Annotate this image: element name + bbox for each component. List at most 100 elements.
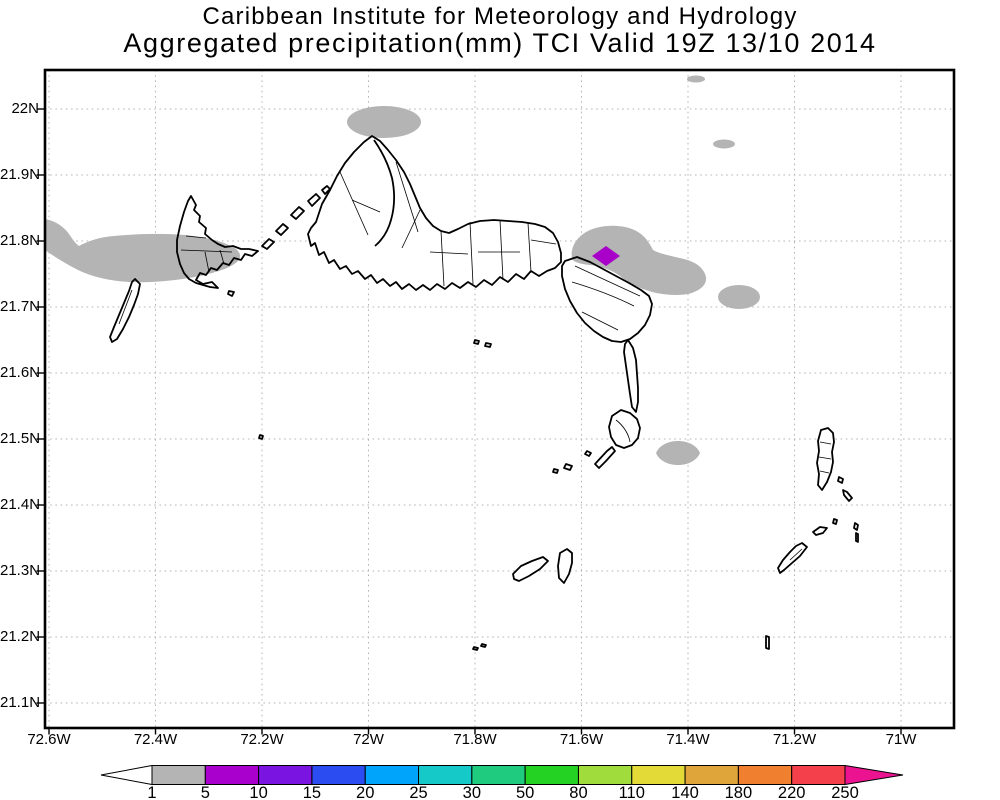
interior-boundary-line — [819, 470, 830, 474]
island-fill — [262, 239, 274, 249]
colorbar-tick-label: 110 — [618, 784, 645, 800]
interior-boundary-line — [118, 289, 133, 325]
interior-boundary-line — [819, 441, 832, 445]
island-coastline — [176, 195, 259, 289]
colorbar — [100, 764, 904, 786]
colorbar-segment — [471, 765, 526, 785]
lon-axis-label: 71.6W — [559, 731, 604, 748]
interior-boundary-line — [581, 311, 619, 331]
colorbar-overflow-arrow — [844, 764, 904, 786]
colorbar-tick-label: 50 — [515, 784, 535, 800]
lat-axis-label: 21.3N — [0, 562, 41, 579]
island-coastline — [816, 427, 835, 491]
colorbar-tick-label: 30 — [462, 784, 482, 800]
colorbar-tick-label: 220 — [777, 784, 806, 800]
colorbar-tick-label: 20 — [356, 784, 375, 800]
island-coastline — [842, 489, 853, 502]
interior-boundary-line — [339, 171, 369, 236]
precip-area-north — [347, 106, 421, 138]
latlon-gridlines — [45, 70, 954, 728]
lat-axis-label: 21.9N — [0, 166, 41, 183]
colorbar-tick-label: 140 — [671, 784, 699, 800]
lat-axis-label: 21.4N — [0, 496, 41, 513]
island-fill — [308, 136, 561, 290]
precip-shading-areas — [45, 75, 760, 465]
colorbar-tick-label: 80 — [569, 784, 588, 800]
lon-axis-label: 71.8W — [453, 731, 497, 748]
island-coastline — [853, 522, 859, 531]
coastlines — [109, 135, 859, 651]
island-coastline — [594, 446, 616, 469]
island-fills — [110, 136, 858, 650]
lon-axis-label: 72.6W — [27, 731, 71, 748]
colorbar-segment — [631, 765, 686, 785]
colorbar-segment — [258, 765, 313, 785]
interior-boundary-line — [571, 281, 635, 307]
interior-boundary-line — [351, 199, 381, 213]
interior-boundary-line — [789, 548, 803, 561]
island-coastline — [512, 556, 549, 582]
precip-area-east-small — [718, 285, 760, 309]
lon-axis-label: 71.4W — [666, 731, 710, 748]
island-coastline — [608, 409, 641, 449]
colorbar-tick-label: 15 — [302, 784, 322, 800]
island-coastline — [812, 526, 828, 536]
island-coastline — [275, 223, 289, 236]
lat-axis-label: 21.6N — [0, 364, 41, 381]
interior-boundary-line — [818, 456, 832, 460]
island-coastline — [261, 238, 275, 250]
island-fill — [595, 447, 615, 468]
island-coastline — [552, 468, 559, 474]
lon-axis-label: 71.2W — [772, 731, 817, 748]
island-coastline — [480, 643, 487, 648]
interior-boundary-line — [469, 221, 474, 285]
lat-axis-label: 21.7N — [0, 298, 41, 315]
island-fill — [308, 194, 320, 206]
page-title: Caribbean Institute for Meteorology and … — [202, 3, 798, 30]
interior-boundary-line — [574, 265, 641, 297]
island-fill — [624, 340, 638, 412]
island-coastline — [777, 542, 808, 574]
island-coastline — [765, 635, 770, 650]
precip-area-top-speck — [687, 75, 705, 83]
island-fill — [513, 557, 548, 581]
island-coastline — [484, 342, 492, 348]
precip-marker-diamond — [592, 246, 620, 266]
lat-axis-label: 22N — [11, 100, 39, 117]
island-fill — [843, 490, 852, 501]
island-coastline — [290, 206, 305, 220]
precip-area-west-band — [45, 219, 241, 283]
lon-axis-label: 72.4W — [133, 731, 178, 748]
colorbar-tick-label: 10 — [249, 784, 268, 800]
lat-axis-label: 21.1N — [0, 694, 41, 711]
interior-boundary-line — [185, 235, 207, 239]
colorbar-tick-label: 5 — [200, 784, 210, 800]
interior-boundary-line — [440, 230, 445, 287]
colorbar-segment — [737, 765, 793, 785]
interior-boundary-line — [401, 209, 421, 249]
island-coastline — [307, 193, 321, 207]
lon-axis-label: 72.2W — [240, 731, 284, 748]
island-fill — [562, 257, 652, 342]
island-coastline — [258, 434, 264, 440]
island-coastline — [473, 339, 480, 345]
interior-boundary-line — [499, 219, 504, 281]
precip-area-small-lens — [713, 139, 735, 149]
colorbar-segment — [204, 765, 260, 785]
island-coastline — [563, 463, 573, 471]
island-coastline — [109, 278, 141, 343]
lat-axis-label: 21.5N — [0, 430, 41, 447]
colorbar-tick-label: 180 — [724, 784, 753, 800]
colorbar-tick-label: 25 — [409, 784, 428, 800]
island-coastline — [832, 518, 838, 525]
island-fill — [813, 527, 827, 535]
precip-area-south-lens — [656, 441, 700, 465]
interior-boundary-line — [180, 249, 233, 253]
colorbar-segment — [364, 765, 420, 785]
colorbar-underflow-arrow — [100, 764, 153, 786]
lat-axis-label: 21.2N — [0, 628, 41, 645]
colorbar-tick-label: 1 — [147, 784, 157, 800]
colorbar-segment — [418, 765, 473, 785]
